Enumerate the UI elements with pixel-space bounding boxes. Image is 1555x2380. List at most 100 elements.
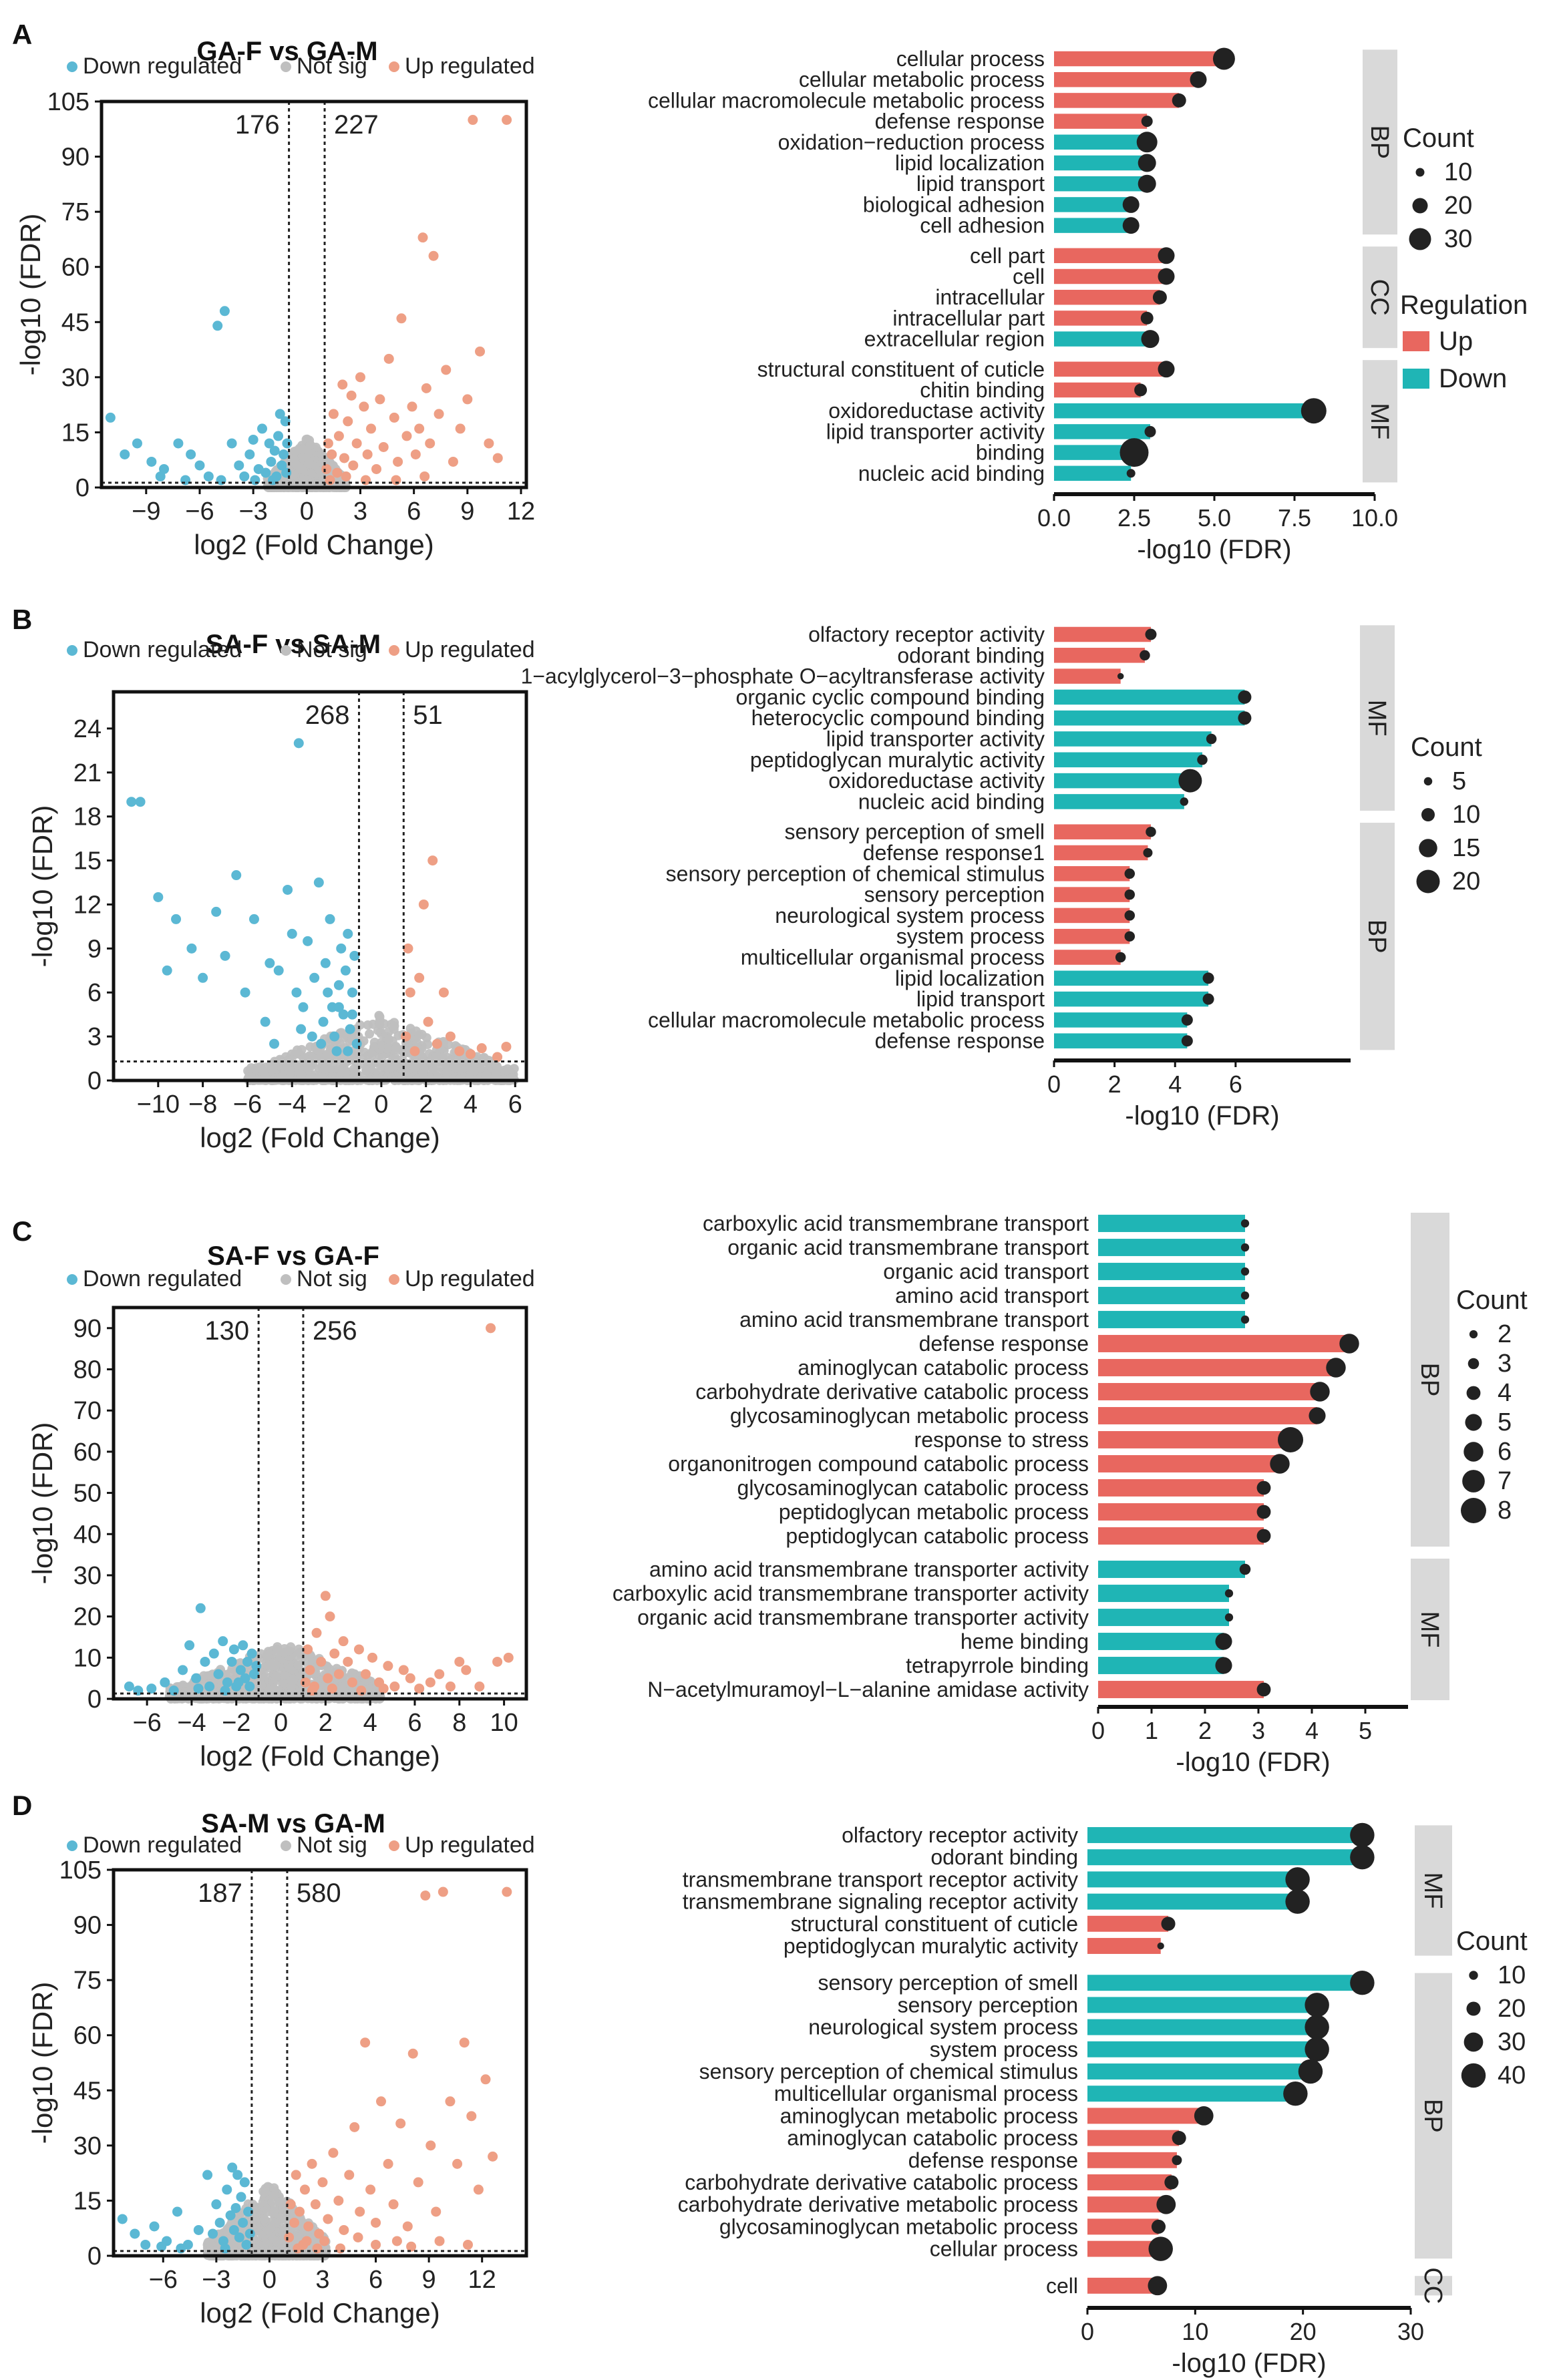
legend-label-down: Down regulated	[83, 53, 242, 79]
legend-marker-down	[67, 645, 77, 656]
down-point	[273, 965, 284, 976]
count-dot	[1206, 733, 1217, 745]
down-point	[135, 797, 146, 807]
up-point	[359, 401, 369, 412]
bar-x-tick-label: 5	[1359, 1717, 1372, 1744]
bar-x-tick-label: 2.5	[1117, 504, 1151, 532]
up-point	[425, 438, 436, 449]
down-point	[325, 914, 335, 924]
down-point	[347, 1009, 357, 1020]
go-term-label: cell	[1046, 2274, 1078, 2298]
notsig-point	[305, 440, 315, 450]
go-term-label: amino acid transmembrane transporter act…	[649, 1557, 1089, 1581]
notsig-point	[305, 1042, 315, 1052]
down-point	[162, 965, 172, 976]
legend-label-down: Down regulated	[83, 1266, 242, 1292]
y-tick-label: 45	[61, 309, 90, 337]
up-point	[391, 2236, 402, 2246]
up-point	[466, 2111, 477, 2122]
go-bar	[1054, 970, 1209, 986]
x-tick-label: −6	[132, 1709, 161, 1737]
go-bar	[1087, 1871, 1298, 1888]
down-point	[124, 1681, 134, 1692]
count-dot	[1350, 1970, 1375, 1995]
down-point	[160, 1677, 170, 1688]
size-legend-label: 3	[1498, 1350, 1512, 1378]
down-point	[248, 434, 258, 445]
down-point	[347, 987, 357, 998]
up-point	[348, 460, 359, 471]
go-term-label: cellular macromolecule metabolic process	[648, 88, 1045, 112]
go-bar	[1054, 155, 1148, 171]
up-point	[425, 1677, 436, 1688]
count-dot	[1309, 1407, 1326, 1424]
notsig-point	[279, 1647, 289, 1657]
notsig-point	[367, 1050, 377, 1060]
go-bar	[1098, 1527, 1264, 1545]
up-point	[349, 2122, 360, 2132]
go-term-label: cellular process	[930, 2237, 1078, 2261]
go-term-label: cell	[1013, 264, 1045, 288]
y-tick-label: 30	[61, 364, 90, 392]
bar-x-tick-label: 30	[1397, 2318, 1424, 2345]
notsig-point	[260, 2188, 270, 2198]
down-point	[234, 2232, 244, 2242]
go-bar	[1087, 1827, 1363, 1843]
go-bar	[1054, 424, 1150, 439]
up-point	[320, 1591, 331, 1601]
go-bar	[1054, 268, 1166, 284]
size-legend-dot	[1421, 808, 1435, 821]
bar-x-axis-label: -log10 (FDR)	[1172, 2349, 1326, 2378]
notsig-point	[263, 1651, 273, 1661]
go-bar	[1087, 1975, 1363, 1991]
y-tick-label: 60	[61, 254, 90, 282]
up-point	[488, 2151, 498, 2162]
go-term-label: aminoglycan catabolic process	[787, 2126, 1078, 2150]
notsig-point	[385, 1063, 395, 1073]
go-bar	[1054, 445, 1134, 460]
count-dot	[1190, 71, 1207, 88]
down-point	[231, 870, 242, 881]
notsig-point	[363, 1020, 373, 1030]
legend-marker-up	[389, 645, 399, 656]
count-dot	[1270, 1454, 1290, 1474]
down-point	[214, 2217, 225, 2228]
count-dot	[1172, 2131, 1186, 2146]
down-point	[257, 423, 268, 434]
notsig-point	[411, 1026, 421, 1036]
up-point	[473, 2184, 484, 2195]
y-tick-label: 15	[73, 2187, 102, 2215]
down-point	[226, 1656, 237, 1667]
go-bar	[1098, 1311, 1245, 1328]
go-term-label: multicellular organismal process	[741, 946, 1045, 970]
up-point	[396, 313, 407, 324]
down-point	[313, 877, 324, 888]
ontology-label: BP	[1419, 2099, 1447, 2133]
bar-x-tick-label: 0	[1047, 1070, 1061, 1098]
count-dot	[1140, 311, 1154, 325]
down-point	[275, 409, 285, 419]
count-dot	[1158, 268, 1175, 285]
ontology-label: MF	[1415, 1611, 1443, 1648]
count-dot	[1140, 650, 1150, 661]
y-tick-label: 21	[73, 759, 102, 787]
x-tick-label: −10	[137, 1090, 180, 1119]
go-term-label: glycosaminoglycan metabolic process	[719, 2214, 1078, 2238]
down-point	[316, 1038, 327, 1049]
up-point	[445, 1031, 456, 1042]
down-point	[246, 1648, 257, 1659]
go-bar	[1054, 824, 1151, 839]
up-point	[462, 2239, 473, 2250]
up-count: 580	[297, 1878, 341, 1908]
up-point	[465, 1048, 476, 1059]
x-tick-label: −6	[149, 2266, 178, 2294]
go-bar	[1054, 1033, 1188, 1048]
size-legend-label: 20	[1444, 192, 1472, 220]
down-point	[331, 1046, 342, 1056]
up-point	[328, 2148, 339, 2158]
go-bar	[1054, 311, 1148, 326]
go-bar	[1054, 197, 1132, 212]
size-legend-label: 7	[1498, 1467, 1512, 1495]
down-point	[333, 980, 344, 990]
go-term-label: intracellular part	[892, 306, 1045, 330]
